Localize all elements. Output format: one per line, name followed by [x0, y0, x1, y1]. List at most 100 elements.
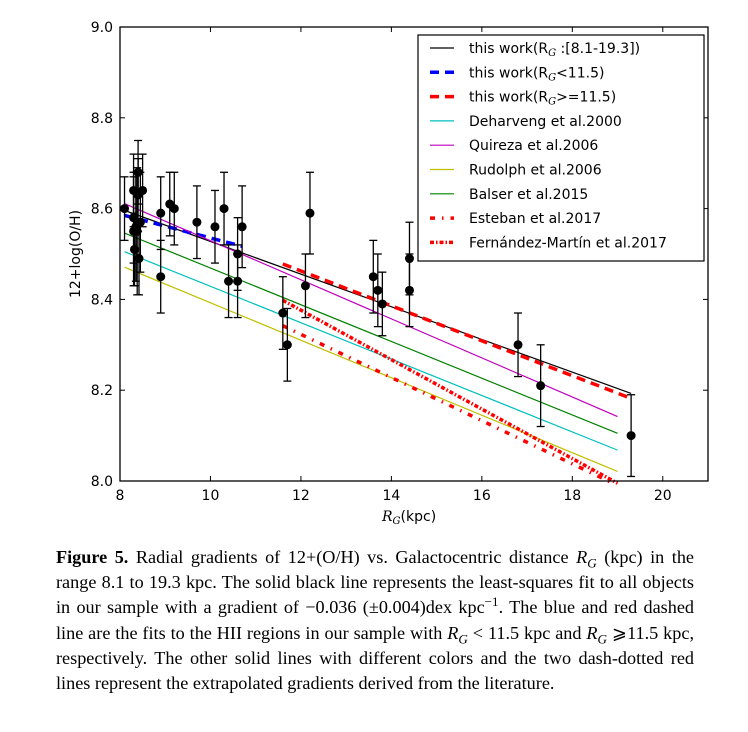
data-point [219, 171, 229, 246]
legend-label: Deharveng et al.2000 [469, 114, 622, 130]
point-marker [237, 222, 247, 232]
data-point [156, 239, 166, 314]
point-marker [278, 308, 288, 318]
point-marker [156, 272, 166, 282]
caption-sup: −1 [484, 594, 499, 610]
point-marker [134, 254, 144, 264]
abundance-gradient-chart: 8 10 12 14 16 18 208.08.28.48.68.89.0 RG(kpc) … [68, 20, 709, 527]
point-marker [404, 285, 414, 295]
y-tick-label: 8.8 [91, 111, 113, 127]
caption-rg-sub: G [458, 631, 468, 647]
legend-label: Quireza et al.2006 [469, 138, 598, 154]
y-tick-label: 8.0 [91, 474, 113, 490]
legend-label: Esteban et al.2017 [469, 211, 601, 227]
legend: this work(RG :[8.1-19.3]) this work(RG<11… [417, 34, 705, 262]
series-line-6 [124, 232, 618, 434]
point-marker [626, 431, 636, 441]
series-line-2 [282, 262, 632, 401]
point-marker [192, 217, 202, 227]
figure-caption: Figure 5. Radial gradients of 12+(O/H) v… [56, 545, 694, 696]
data-point [404, 253, 414, 328]
data-point [373, 253, 383, 328]
caption-rg-sub: G [597, 631, 607, 647]
legend-item: Fernández-Martín et al.2017 [430, 235, 667, 251]
caption-text: Radial gradients of 12+(O/H) vs. Galacto… [128, 547, 577, 567]
data-point [210, 189, 220, 264]
data-point [278, 276, 288, 350]
point-marker [135, 217, 145, 227]
y-tick-label: 8.2 [91, 383, 113, 399]
y-tick-label: 8.4 [91, 292, 113, 308]
point-marker [169, 204, 179, 214]
y-tick-label: 9.0 [91, 20, 113, 36]
x-axis-label: RG(kpc) [381, 509, 436, 527]
point-marker [513, 340, 523, 350]
caption-rg: R [576, 547, 588, 567]
x-tick-label: 8 [116, 488, 125, 504]
y-tick-label: 8.6 [91, 202, 113, 218]
data-point [156, 176, 166, 251]
series-line-4 [124, 203, 618, 418]
legend-item: Quireza et al.2006 [430, 138, 598, 154]
legend-item: this work(RG<11.5) [430, 65, 604, 83]
data-point [233, 217, 243, 291]
data-point [377, 271, 387, 337]
caption-text: (kpc) in the range 8.1 to 19.3 kpc. The … [56, 547, 694, 618]
data-point [169, 171, 179, 246]
legend-label: Rudolph et al.2006 [469, 163, 602, 179]
point-marker [233, 249, 243, 259]
legend-label: Fernández-Martín et al.2017 [469, 235, 667, 251]
point-marker [536, 381, 546, 391]
legend-label: Balser et al.2015 [469, 187, 588, 203]
caption-rg-sub: G [587, 555, 597, 571]
data-point [282, 307, 292, 382]
point-marker [282, 340, 292, 350]
x-tick-label: 10 [202, 488, 220, 504]
x-axis-label-sub: G [393, 516, 401, 527]
series-line-3 [124, 251, 618, 451]
caption-figure-label: Figure 5. [56, 547, 129, 567]
legend-item: Rudolph et al.2006 [430, 163, 602, 179]
x-axis-label-unit: (kpc) [401, 509, 437, 525]
point-marker [210, 222, 220, 232]
x-tick-label: 16 [473, 488, 491, 504]
point-marker [377, 299, 387, 309]
data-point [192, 185, 202, 260]
caption-rg: R [586, 622, 598, 643]
caption-text: . The blue and red dashed line are the f… [56, 597, 694, 643]
point-marker [368, 272, 378, 282]
data-point [626, 394, 636, 478]
point-marker [138, 185, 148, 195]
point-marker [305, 208, 315, 218]
point-marker [373, 285, 383, 295]
data-point [138, 153, 148, 228]
caption-text: ⩾11.5 kpc, respectively. The other solid… [56, 622, 694, 694]
point-marker [219, 204, 229, 214]
point-marker [224, 276, 234, 286]
x-tick-label: 18 [563, 488, 581, 504]
series-line-7 [282, 324, 614, 485]
legend-label: this work(RG :[8.1-19.3]) [469, 41, 640, 59]
y-axis-label: 12+log(O/H) [68, 210, 84, 298]
caption-text: < 11.5 kpc and [467, 622, 587, 643]
legend-item: this work(RG>=11.5) [430, 90, 616, 108]
data-point [237, 185, 247, 269]
legend-label: this work(RG>=11.5) [469, 90, 616, 108]
legend-item: Balser et al.2015 [430, 187, 588, 203]
data-point [368, 239, 378, 314]
axis-ticks: 8 10 12 14 16 18 20 8.0 8.2 8.4 8.6 8.8 9.0 [91, 20, 708, 504]
x-tick-label: 14 [382, 488, 400, 504]
plot-frame [119, 26, 709, 482]
data-point [224, 244, 234, 319]
data-points [120, 139, 636, 478]
x-axis-label-main: R [381, 509, 393, 525]
x-tick-label: 12 [292, 488, 310, 504]
x-tick-label: 20 [654, 488, 672, 504]
svg-text:RG(kpc): RG(kpc) [381, 509, 436, 527]
legend-label: this work(RG<11.5) [469, 65, 604, 83]
data-point [305, 171, 315, 255]
data-point [536, 344, 546, 428]
caption-rg: R [447, 622, 459, 643]
point-marker [156, 208, 166, 218]
data-point [134, 221, 144, 296]
